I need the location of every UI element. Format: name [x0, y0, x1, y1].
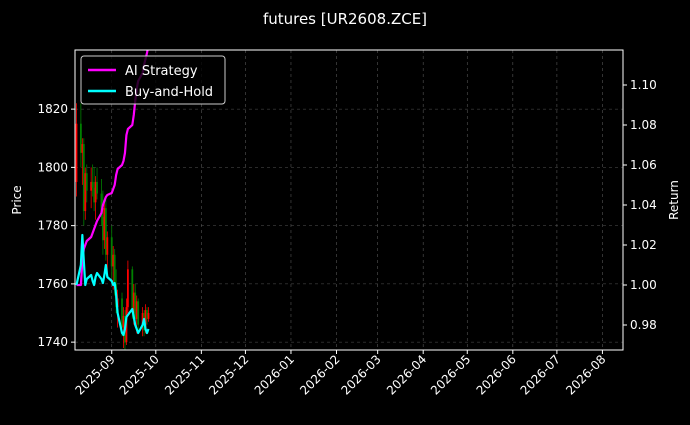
candle-body	[137, 301, 140, 325]
candle-body	[102, 216, 104, 241]
candle-body	[75, 123, 78, 182]
candle-body	[144, 310, 147, 331]
x-tick-label: 2026-06	[474, 352, 519, 397]
legend: AI Strategy Buy-and-Hold	[80, 55, 226, 105]
y2-axis: 0.98 1.00 1.02 1.04 1.06 1.08 1.10	[623, 78, 657, 332]
x-tick-label: 2026-07	[518, 352, 563, 397]
y-tick-label: 1820	[37, 102, 68, 116]
candle-body	[104, 208, 107, 255]
candle-body	[103, 208, 106, 241]
candle-body	[113, 254, 116, 284]
y2-tick-label: 0.98	[630, 318, 657, 332]
candle-body	[110, 237, 113, 267]
candle-body	[134, 292, 137, 319]
y2-tick-label: 1.00	[630, 278, 657, 292]
y2-tick-label: 1.02	[630, 238, 657, 252]
candle-body	[131, 269, 134, 314]
candles	[75, 103, 150, 350]
x-tick-label: 2026-03	[338, 352, 383, 397]
candle-body	[96, 181, 98, 194]
buy-hold-line	[75, 233, 150, 337]
candle-body	[82, 144, 85, 212]
y2-tick-label: 1.08	[630, 118, 657, 132]
x-tick-label: 2025-11	[162, 352, 207, 397]
candle-body	[79, 123, 82, 153]
candle-body	[81, 144, 84, 153]
candle-body	[121, 298, 123, 328]
chart-title: futures [UR2608.ZCE]	[263, 10, 427, 28]
candle-body	[100, 193, 103, 217]
y-tick-label: 1780	[37, 219, 68, 233]
y-axis-label: Price	[10, 185, 24, 214]
x-tick-label: 2026-04	[384, 352, 429, 397]
candle-body	[84, 173, 87, 212]
x-tick-label: 2025-10	[117, 352, 162, 397]
y2-axis-label: Return	[667, 180, 681, 220]
x-tick-label: 2025-09	[72, 352, 117, 397]
candle-body	[147, 313, 150, 319]
y2-tick-label: 1.06	[630, 158, 657, 172]
candle-body	[106, 237, 109, 255]
candle-body	[85, 173, 88, 191]
candle-body	[122, 315, 125, 328]
candle-body	[91, 181, 94, 188]
y2-tick-label: 1.04	[630, 198, 657, 212]
y-axis: 1740 1760 1780 1800 1820	[37, 102, 75, 349]
y2-tick-label: 1.10	[630, 78, 657, 92]
candle-body	[90, 181, 93, 191]
grid	[75, 50, 623, 350]
plot-frame	[74, 49, 624, 351]
y-tick-label: 1740	[37, 335, 68, 349]
y-tick-label: 1760	[37, 277, 68, 291]
candle-body	[112, 254, 115, 267]
x-tick-label: 2026-05	[428, 352, 473, 397]
candle-body	[141, 313, 144, 325]
candle-body	[94, 181, 97, 203]
candle-body	[135, 301, 138, 319]
candle-body	[132, 292, 135, 314]
legend-label-strategy: AI Strategy	[125, 64, 198, 79]
x-tick-label: 2026-01	[252, 352, 297, 397]
legend-label-buy-hold: Buy-and-Hold	[125, 85, 213, 100]
y-tick-label: 1800	[37, 160, 68, 174]
x-tick-label: 2026-02	[297, 352, 342, 397]
candle-body	[146, 310, 148, 319]
candle-body	[126, 269, 129, 308]
candle-body	[93, 187, 95, 203]
x-tick-label: 2026-08	[563, 352, 608, 397]
x-tick-label: 2025-12	[206, 352, 251, 397]
